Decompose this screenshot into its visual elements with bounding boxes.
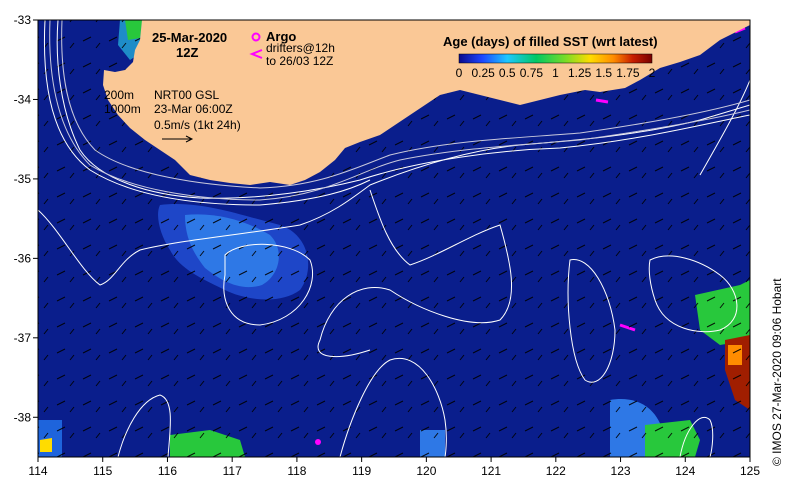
- colorbar: [458, 53, 653, 64]
- product-time-label: 23-Mar 06:00Z: [154, 102, 233, 116]
- lon-tick-label: 114: [28, 464, 47, 478]
- drifter-legend-icon: [249, 49, 263, 59]
- colorbar-tick-label: 1: [552, 66, 559, 80]
- colorbar-tick-label: 1.75: [616, 66, 640, 80]
- lat-tick-label: -35: [14, 172, 32, 186]
- lat-axis: -33 -34 -35 -36 -37 -38: [14, 13, 38, 424]
- argo-legend-icon: [251, 32, 261, 42]
- lon-tick-label: 118: [287, 464, 306, 478]
- lon-tick-label: 120: [416, 464, 436, 478]
- lon-tick-label: 117: [223, 464, 242, 478]
- plot-frame: [37, 19, 751, 458]
- lon-tick-label: 115: [93, 464, 112, 478]
- product-label: NRT00 GSL: [154, 88, 219, 102]
- colorbar-tick-label: 0: [456, 66, 463, 80]
- plot-area: [38, 20, 750, 457]
- lon-tick-label: 119: [352, 464, 371, 478]
- lon-tick-label: 123: [611, 464, 631, 478]
- colorbar-tick-label: 2: [649, 66, 656, 80]
- lat-tick-label: -37: [14, 331, 32, 345]
- colorbar-tick-label: 0.25: [471, 66, 495, 80]
- argo-legend-label: Argo: [266, 29, 296, 44]
- depth-200-label: 200m: [104, 88, 134, 102]
- lat-tick-label: -33: [14, 13, 32, 27]
- map-time: 12Z: [176, 45, 198, 60]
- lat-tick-label: -36: [14, 251, 32, 265]
- bathymetry-contours: [49, 20, 750, 201]
- colorbar-tick-label: 0.5: [499, 66, 516, 80]
- map-date: 25-Mar-2020: [152, 30, 227, 45]
- drifter-legend-line1: drifters@12h: [266, 41, 335, 55]
- depth-1000-label: 1000m: [104, 102, 141, 116]
- lat-tick-label: -38: [14, 410, 32, 424]
- drifter-legend-line2: to 26/03 12Z: [266, 54, 333, 68]
- lon-tick-label: 125: [740, 464, 760, 478]
- velocity-scale-label: 0.5m/s (1kt 24h): [154, 118, 241, 132]
- lon-tick-label: 122: [546, 464, 566, 478]
- colorbar-tick-label: 1.25: [568, 66, 592, 80]
- lon-tick-label: 116: [158, 464, 177, 478]
- velocity-scale-arrow: [162, 135, 194, 143]
- lon-tick-label: 124: [675, 464, 695, 478]
- lon-axis: 114 115 116 117 118 119 120 121 122 123 124 125: [28, 457, 760, 478]
- lat-tick-label: -34: [14, 92, 32, 106]
- lon-tick-label: 121: [481, 464, 501, 478]
- copyright-label: © IMOS 27-Mar-2020 09:06 Hobart: [770, 278, 784, 466]
- colorbar-title: Age (days) of filled SST (wrt latest): [443, 34, 658, 49]
- colorbar-ticks: 0 0.25 0.5 0.75 1 1.25 1.5 1.75 2: [456, 66, 656, 80]
- colorbar-tick-label: 0.75: [520, 66, 544, 80]
- colorbar-tick-label: 1.5: [595, 66, 612, 80]
